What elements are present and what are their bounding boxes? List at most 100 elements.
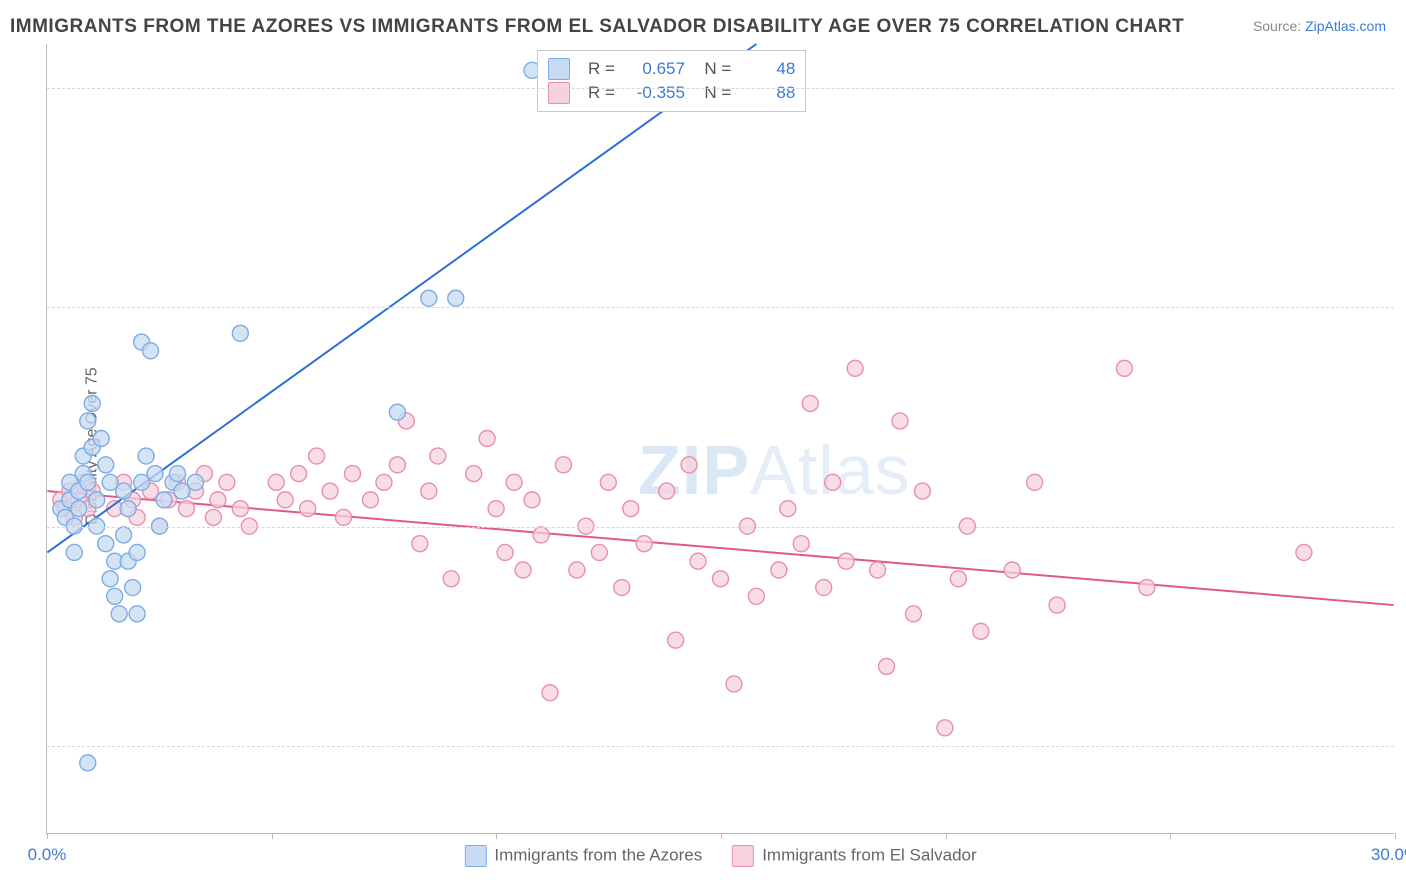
data-point-azores: [170, 466, 186, 482]
data-point-el_salvador: [376, 474, 392, 490]
data-point-azores: [102, 571, 118, 587]
data-point-el_salvador: [336, 509, 352, 525]
data-point-el_salvador: [1027, 474, 1043, 490]
data-point-el_salvador: [623, 501, 639, 517]
data-point-el_salvador: [210, 492, 226, 508]
source-label: Source:: [1253, 18, 1305, 34]
data-point-el_salvador: [681, 457, 697, 473]
data-point-azores: [421, 290, 437, 306]
data-point-el_salvador: [322, 483, 338, 499]
swatch-azores: [464, 845, 486, 867]
data-point-azores: [80, 474, 96, 490]
source-attribution: Source: ZipAtlas.com: [1253, 18, 1386, 34]
data-point-el_salvador: [690, 553, 706, 569]
data-point-el_salvador: [771, 562, 787, 578]
data-point-el_salvador: [748, 588, 764, 604]
data-point-el_salvador: [905, 606, 921, 622]
n-label: N =: [695, 57, 731, 81]
data-point-el_salvador: [591, 544, 607, 560]
data-point-azores: [116, 483, 132, 499]
legend-label-elsalvador: Immigrants from El Salvador: [762, 845, 976, 864]
data-point-el_salvador: [600, 474, 616, 490]
x-tick: [1395, 833, 1396, 839]
data-point-el_salvador: [816, 580, 832, 596]
data-point-azores: [129, 606, 145, 622]
data-point-el_salvador: [950, 571, 966, 587]
data-point-azores: [80, 755, 96, 771]
data-point-el_salvador: [614, 580, 630, 596]
data-point-azores: [93, 431, 109, 447]
y-tick-label: 50.0%: [1400, 517, 1406, 537]
x-tick: [946, 833, 947, 839]
data-point-el_salvador: [219, 474, 235, 490]
data-point-el_salvador: [362, 492, 378, 508]
data-point-el_salvador: [389, 457, 405, 473]
r-label: R =: [588, 57, 615, 81]
data-point-el_salvador: [232, 501, 248, 517]
data-point-el_salvador: [659, 483, 675, 499]
legend-item-elsalvador: Immigrants from El Salvador: [732, 845, 976, 867]
legend-bottom: Immigrants from the Azores Immigrants fr…: [464, 845, 976, 867]
r-value-elsalvador: -0.355: [625, 81, 685, 105]
x-tick-label: 0.0%: [28, 845, 67, 865]
data-point-el_salvador: [1004, 562, 1020, 578]
data-point-el_salvador: [479, 431, 495, 447]
data-point-azores: [138, 448, 154, 464]
data-point-el_salvador: [515, 562, 531, 578]
data-point-el_salvador: [524, 492, 540, 508]
x-tick: [47, 833, 48, 839]
x-tick: [272, 833, 273, 839]
x-tick: [496, 833, 497, 839]
swatch-elsalvador: [548, 82, 570, 104]
data-point-azores: [156, 492, 172, 508]
data-point-el_salvador: [178, 501, 194, 517]
data-point-el_salvador: [309, 448, 325, 464]
legend-label-azores: Immigrants from the Azores: [494, 845, 702, 864]
n-label: N =: [695, 81, 731, 105]
n-value-azores: 48: [741, 57, 795, 81]
data-point-el_salvador: [1116, 360, 1132, 376]
data-point-el_salvador: [879, 658, 895, 674]
data-point-el_salvador: [1296, 544, 1312, 560]
data-point-el_salvador: [937, 720, 953, 736]
data-point-azores: [232, 325, 248, 341]
data-point-el_salvador: [506, 474, 522, 490]
data-point-el_salvador: [780, 501, 796, 517]
gridline-h: [47, 746, 1394, 747]
data-point-azores: [98, 457, 114, 473]
swatch-elsalvador: [732, 845, 754, 867]
r-label: R =: [588, 81, 615, 105]
swatch-azores: [548, 58, 570, 80]
data-point-el_salvador: [488, 501, 504, 517]
data-point-el_salvador: [569, 562, 585, 578]
gridline-h: [47, 88, 1394, 89]
data-point-el_salvador: [870, 562, 886, 578]
x-tick: [1170, 833, 1171, 839]
data-point-el_salvador: [533, 527, 549, 543]
data-point-el_salvador: [802, 395, 818, 411]
data-point-el_salvador: [825, 474, 841, 490]
source-link[interactable]: ZipAtlas.com: [1305, 18, 1386, 34]
stats-row-azores: R = 0.657 N = 48: [548, 57, 795, 81]
legend-item-azores: Immigrants from the Azores: [464, 845, 702, 867]
data-point-azores: [125, 580, 141, 596]
data-point-azores: [89, 492, 105, 508]
data-point-el_salvador: [636, 536, 652, 552]
r-value-azores: 0.657: [625, 57, 685, 81]
n-value-elsalvador: 88: [741, 81, 795, 105]
gridline-h: [47, 527, 1394, 528]
data-point-el_salvador: [713, 571, 729, 587]
data-point-azores: [80, 413, 96, 429]
data-point-el_salvador: [973, 623, 989, 639]
plot-area: ZIPAtlas R = 0.657 N = 48 R = -0.355 N =…: [46, 44, 1394, 834]
data-point-azores: [187, 474, 203, 490]
data-point-el_salvador: [914, 483, 930, 499]
x-tick-label: 30.0%: [1371, 845, 1406, 865]
data-point-el_salvador: [412, 536, 428, 552]
data-point-el_salvador: [497, 544, 513, 560]
data-point-azores: [116, 527, 132, 543]
data-point-azores: [147, 466, 163, 482]
data-point-azores: [71, 501, 87, 517]
scatter-svg: [47, 44, 1394, 833]
data-point-el_salvador: [892, 413, 908, 429]
